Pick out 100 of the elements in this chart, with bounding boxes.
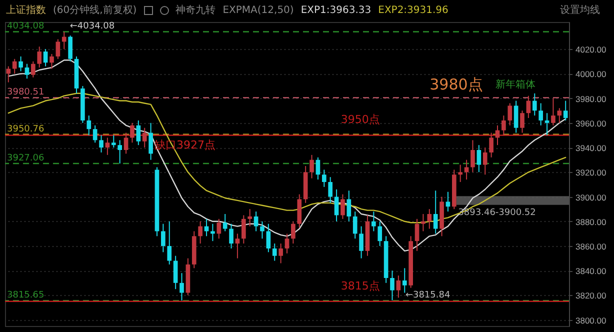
text: 神奇九转 — [176, 4, 216, 17]
text: EXPMA(12,50) — [222, 4, 294, 16]
candlestick — [520, 110, 524, 134]
candlestick — [310, 154, 314, 179]
candlestick — [322, 169, 326, 188]
candlestick — [111, 134, 116, 148]
candlestick — [291, 220, 296, 244]
candlestick — [124, 132, 128, 154]
y-tick-label: 3920.00 — [576, 168, 606, 178]
candlestick — [563, 100, 568, 121]
candlestick — [142, 127, 147, 148]
text: EXP1:3963.33 — [300, 4, 372, 16]
candlestick — [24, 63, 30, 80]
annotation: ←3815.84 — [405, 290, 450, 300]
candlestick — [92, 124, 98, 144]
candlestick — [31, 60, 36, 78]
y-tick-label: 3960.00 — [576, 118, 606, 128]
candlestick — [551, 98, 556, 126]
chart-subtitle: (60分钟线,前复权) — [53, 4, 137, 17]
candlestick — [37, 46, 42, 68]
candlestick — [210, 223, 215, 242]
y-tick-label: 3860.00 — [576, 242, 606, 252]
candlestick — [402, 268, 407, 294]
candlestick — [340, 194, 345, 220]
candlestick — [272, 243, 277, 262]
candlestick — [316, 156, 320, 180]
candlestick — [396, 275, 401, 298]
candlestick — [458, 164, 463, 182]
ref-line-label: 3950.76 — [7, 124, 44, 134]
candlestick — [266, 223, 271, 253]
y-tick-label: 3800.00 — [576, 315, 606, 326]
candlestick — [378, 220, 382, 246]
candlestick — [489, 132, 494, 158]
text: EXP2:3931.96 — [378, 4, 448, 16]
ref-line-label: 3815点 — [340, 279, 380, 292]
candlestick — [173, 255, 178, 290]
candlestick — [532, 92, 537, 116]
y-tick-label: 3940.00 — [576, 143, 606, 154]
candlestick — [352, 211, 358, 240]
y-tick-label: 4000.00 — [576, 69, 606, 80]
candlestick — [68, 35, 72, 62]
candlestick — [544, 112, 550, 136]
candlestick — [248, 208, 252, 227]
candlestick — [222, 214, 228, 232]
y-tick-label: 4020.00 — [576, 44, 606, 55]
band-label: 3893.46-3900.52 — [458, 208, 536, 218]
candlestick — [476, 144, 482, 173]
chart-title: 上证指数 — [6, 4, 46, 17]
candlestick — [229, 223, 234, 249]
candlestick — [130, 122, 134, 144]
candlestick — [334, 188, 339, 222]
candlestick — [526, 95, 531, 118]
candlestick — [514, 100, 518, 134]
annotation: ←4034.08 — [70, 22, 115, 32]
candlestick — [278, 243, 283, 264]
y-tick-label: 3980.00 — [576, 94, 606, 104]
candlestick — [105, 137, 110, 156]
candlestick — [359, 226, 364, 259]
candlestick — [433, 190, 438, 234]
candlestick — [421, 214, 426, 232]
line-series — [8, 60, 566, 252]
candlestick — [136, 120, 141, 146]
ref-line-label: 3815.65 — [7, 290, 44, 301]
candlestick — [508, 102, 512, 126]
candlestick — [328, 176, 333, 204]
text: 设置均线 — [560, 4, 600, 17]
candlestick — [502, 115, 506, 136]
y-tick-label: 3820.00 — [576, 290, 606, 301]
candlestick — [254, 211, 258, 232]
candlestick — [346, 190, 352, 222]
ref-line-label: 3950点 — [340, 113, 380, 126]
candlestick — [180, 272, 184, 302]
candlestick — [260, 220, 264, 240]
candlestick — [118, 140, 122, 164]
candlestick — [216, 218, 222, 240]
y-tick-label: 3900.00 — [576, 192, 606, 202]
candlestick — [427, 208, 432, 230]
annotation: 3980点 — [430, 75, 483, 94]
candlestick — [390, 270, 394, 301]
candlestick — [12, 58, 17, 74]
candlestick — [470, 140, 475, 173]
annotation: 新年箱体 — [495, 78, 536, 90]
candlestick — [482, 147, 488, 176]
candlestick — [241, 214, 246, 244]
candlestick — [86, 115, 92, 136]
candlestick — [372, 211, 376, 232]
candlestick — [148, 122, 153, 160]
ref-line-label: 3927.06 — [7, 153, 44, 164]
candlestick — [18, 56, 23, 72]
candlestick — [235, 233, 240, 259]
candlestick — [99, 134, 104, 153]
candlestick — [446, 191, 450, 212]
candlestick — [167, 220, 172, 265]
candlestick — [6, 66, 11, 83]
candlestick — [50, 54, 54, 70]
ref-line-label: 3980.51 — [7, 88, 44, 98]
candlestick — [284, 233, 290, 254]
candlestick — [414, 218, 420, 252]
candlestick — [538, 102, 543, 126]
y-tick-label: 3880.00 — [576, 216, 606, 227]
